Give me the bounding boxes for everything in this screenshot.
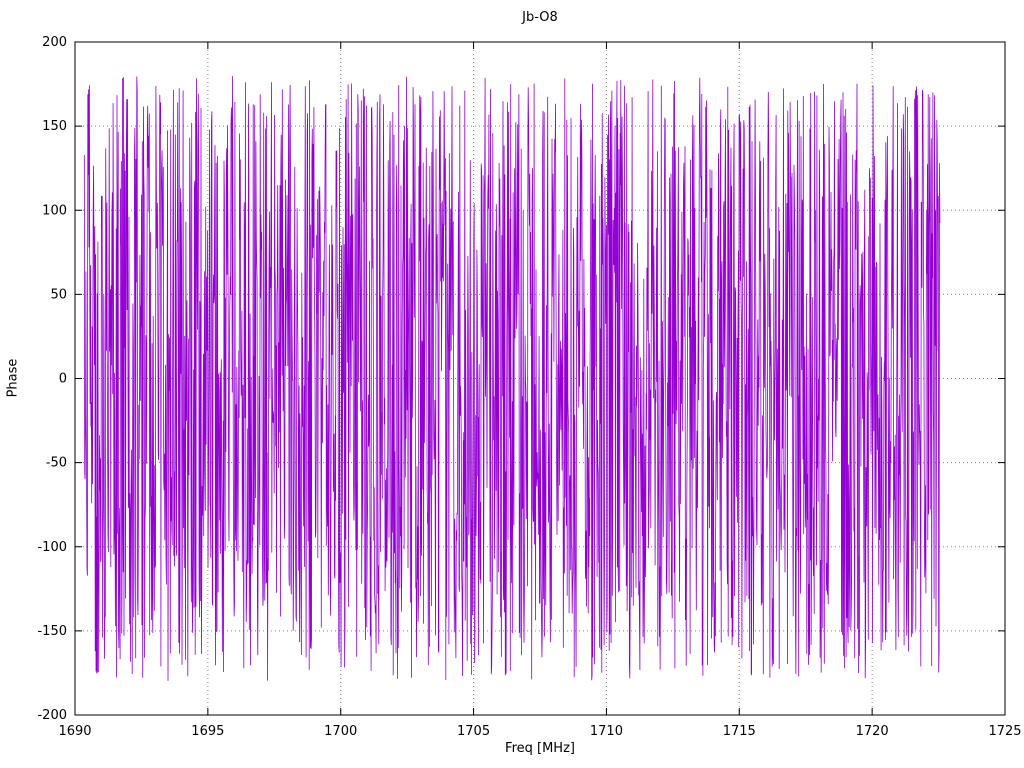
y-tick-label: 150 xyxy=(42,119,67,134)
y-tick-label: -100 xyxy=(37,540,67,555)
x-tick-label: 1695 xyxy=(191,724,224,739)
y-tick-label: 0 xyxy=(59,372,67,387)
y-tick-label: 200 xyxy=(42,35,67,50)
x-tick-label: 1720 xyxy=(856,724,889,739)
y-tick-label: 50 xyxy=(50,287,67,302)
x-axis-label: Freq [MHz] xyxy=(505,741,575,756)
x-tick-label: 1710 xyxy=(590,724,623,739)
x-tick-label: 1690 xyxy=(58,724,91,739)
x-tick-label: 1715 xyxy=(723,724,756,739)
chart-title: Jb-O8 xyxy=(522,10,558,25)
x-tick-label: 1705 xyxy=(457,724,490,739)
y-tick-label: -150 xyxy=(37,624,67,639)
y-tick-label: 100 xyxy=(42,203,67,218)
y-tick-label: -200 xyxy=(37,708,67,723)
x-tick-label: 1700 xyxy=(324,724,357,739)
x-tick-label: 1725 xyxy=(988,724,1021,739)
y-tick-label: -50 xyxy=(46,456,67,471)
phase-trace xyxy=(83,76,941,681)
